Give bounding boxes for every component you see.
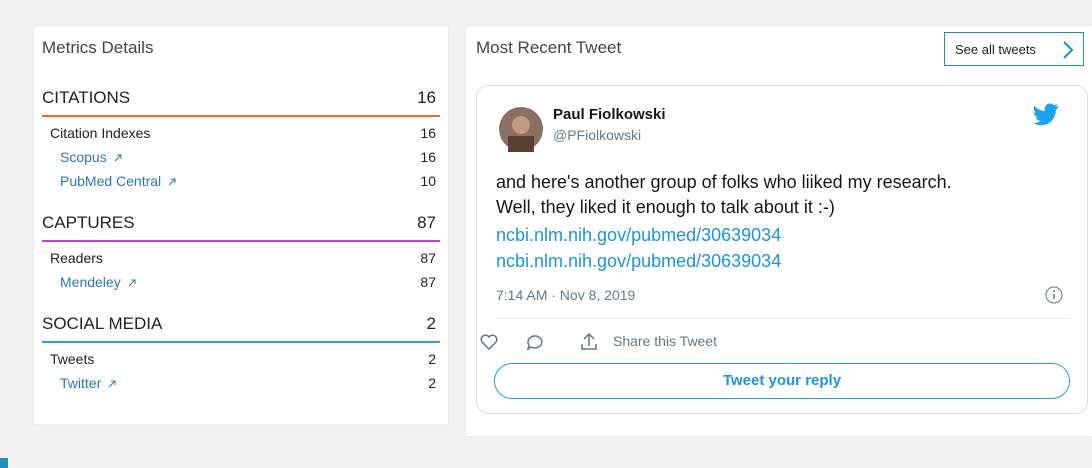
group-count: 87	[420, 250, 436, 266]
button-label: See all tweets	[955, 42, 1036, 57]
external-link-icon	[107, 379, 117, 389]
group-name: Tweets	[50, 351, 94, 367]
divider	[496, 318, 1070, 319]
section-rule	[42, 341, 440, 343]
external-link-icon	[113, 153, 123, 163]
section-name: CITATIONS	[42, 88, 130, 108]
share-label[interactable]: Share this Tweet	[613, 333, 717, 349]
panel-title: Metrics Details	[42, 38, 153, 58]
tweet-text: and here's another group of folks who li…	[496, 172, 952, 193]
info-icon[interactable]	[1045, 286, 1063, 304]
external-link-icon	[127, 278, 137, 288]
tweet-panel: Most Recent Tweet See all tweets Paul Fi…	[466, 26, 1092, 436]
chevron-icon	[1061, 40, 1075, 60]
tweet-card: Paul Fiolkowski @PFiolkowski and here's …	[476, 85, 1088, 414]
author-name[interactable]: Paul Fiolkowski	[553, 106, 666, 123]
source-link[interactable]: Mendeley	[60, 274, 121, 290]
timestamp[interactable]: 7:14 AM · Nov 8, 2019	[496, 287, 635, 303]
avatar[interactable]	[498, 106, 544, 152]
section-rule	[42, 240, 440, 242]
tweet-link[interactable]: ncbi.nlm.nih.gov/pubmed/30639034	[496, 251, 781, 272]
section-name: SOCIAL MEDIA	[42, 314, 162, 334]
see-all-button[interactable]: See all tweets	[944, 32, 1084, 66]
section-rule	[42, 115, 440, 117]
panel-title: Most Recent Tweet	[476, 38, 621, 58]
tweet-text: Well, they liked it enough to talk about…	[496, 197, 835, 218]
section-count: 87	[417, 213, 436, 233]
reply-button[interactable]: Tweet your reply	[494, 363, 1070, 399]
group-name: Readers	[50, 250, 103, 266]
section-name: CAPTURES	[42, 213, 135, 233]
group-name: Citation Indexes	[50, 125, 150, 141]
group-count: 16	[420, 125, 436, 141]
source-link[interactable]: PubMed Central	[60, 173, 161, 189]
source-count: 10	[420, 173, 436, 189]
source-link[interactable]: Scopus	[60, 149, 107, 165]
external-link-icon	[167, 177, 177, 187]
twitter-logo	[1033, 103, 1059, 125]
group-count: 2	[428, 351, 436, 367]
corner-mark	[0, 458, 8, 468]
source-link[interactable]: Twitter	[60, 375, 101, 391]
section-count: 2	[427, 314, 436, 334]
action-icons[interactable]	[477, 330, 617, 354]
tweet-link[interactable]: ncbi.nlm.nih.gov/pubmed/30639034	[496, 225, 781, 246]
source-count: 87	[420, 274, 436, 290]
section-count: 16	[417, 88, 436, 108]
source-count: 16	[420, 149, 436, 165]
metrics-panel: Metrics Details CITATIONS 16 Citation Inde…	[34, 26, 448, 424]
source-count: 2	[428, 375, 436, 391]
page: Metrics Details CITATIONS 16 Citation Inde…	[0, 0, 1092, 468]
author-handle[interactable]: @PFiolkowski	[553, 127, 641, 143]
